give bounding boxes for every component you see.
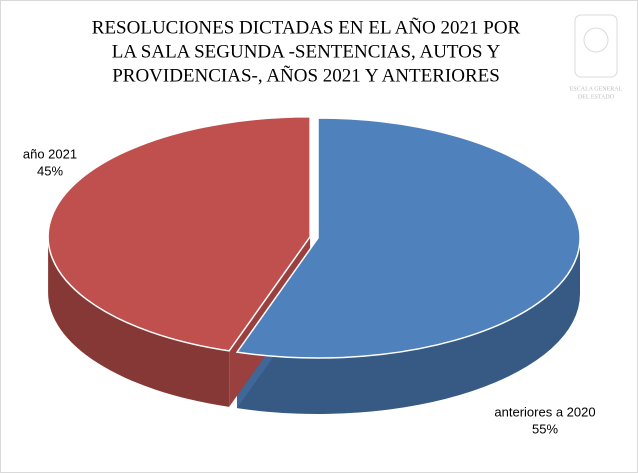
slice-label: año 2021 <box>23 146 77 161</box>
value-label: 45% <box>37 163 63 178</box>
value-label: 55% <box>532 421 558 436</box>
chart-title: PROVIDENCIAS-, AÑOS 2021 Y ANTERIORES <box>112 64 500 86</box>
chart-title: LA SALA SEGUNDA -SENTENCIAS, AUTOS Y <box>112 41 501 62</box>
slice <box>47 115 311 352</box>
slice-side <box>48 236 230 407</box>
logo-text: DEL ESTADO <box>578 94 615 100</box>
slice <box>235 117 581 359</box>
logo-shield <box>574 14 618 78</box>
slice-side <box>237 238 581 414</box>
logo-text: ESCALA GENERAL <box>570 86 623 92</box>
chart-title: RESOLUCIONES DICTADAS EN EL AÑO 2021 POR <box>92 16 521 38</box>
logo <box>574 14 618 78</box>
logo-emblem <box>583 27 609 53</box>
slice-label: anteriores a 2020 <box>494 404 595 419</box>
